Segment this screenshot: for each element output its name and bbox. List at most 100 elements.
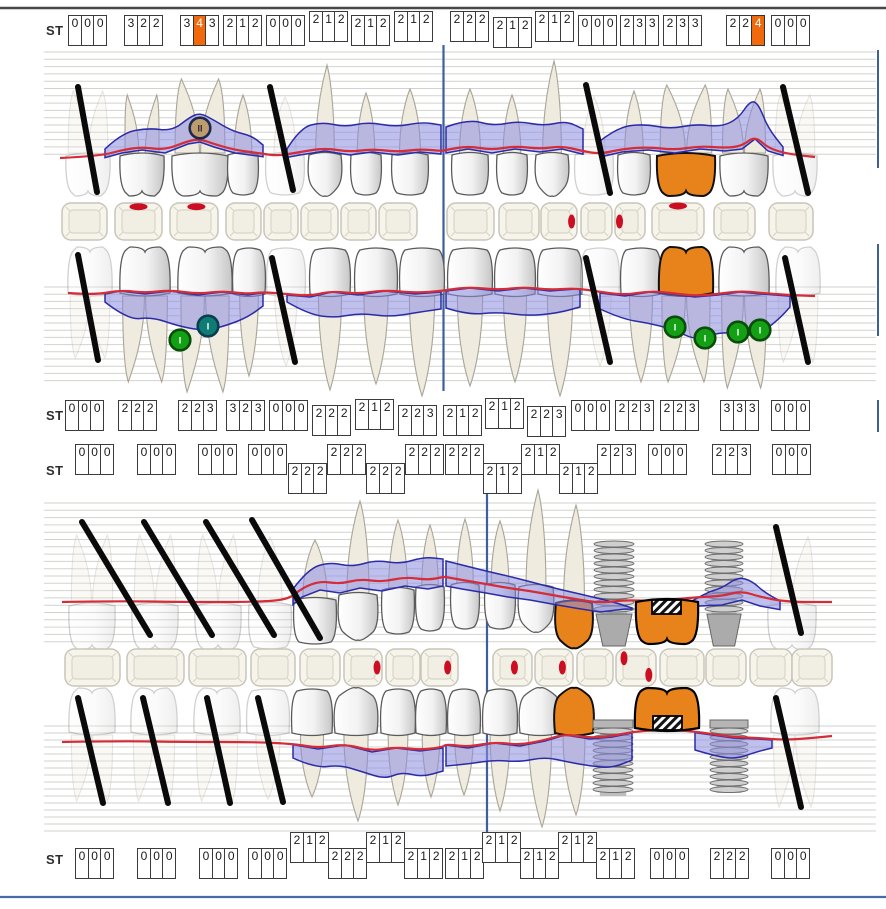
st-cell[interactable]: 3 bbox=[622, 444, 637, 475]
st-cell[interactable]: 2 bbox=[429, 848, 444, 879]
st-cell[interactable]: 0 bbox=[266, 15, 280, 46]
st-cell[interactable]: 4 bbox=[751, 15, 766, 46]
st-cell[interactable]: 2 bbox=[560, 11, 575, 42]
st-cell[interactable]: 2 bbox=[376, 15, 391, 46]
occlusal-view[interactable] bbox=[749, 648, 793, 687]
occlusal-view[interactable] bbox=[385, 648, 421, 687]
st-cell[interactable]: 0 bbox=[162, 848, 177, 879]
occlusal-view[interactable] bbox=[114, 202, 163, 241]
st-cell[interactable]: 0 bbox=[90, 400, 105, 431]
st-cell[interactable]: 2 bbox=[660, 400, 674, 431]
occlusal-view[interactable] bbox=[61, 202, 108, 241]
st-cell[interactable]: 3 bbox=[423, 405, 438, 436]
st-cell[interactable]: 3 bbox=[251, 400, 266, 431]
occlusal-view[interactable] bbox=[340, 202, 377, 241]
st-cell[interactable]: 2 bbox=[508, 463, 523, 494]
st-cell[interactable]: 0 bbox=[224, 848, 239, 879]
st-cell[interactable]: 2 bbox=[398, 405, 412, 436]
st-cell[interactable]: 0 bbox=[162, 444, 177, 475]
occlusal-view[interactable] bbox=[768, 202, 814, 241]
st-cell[interactable]: 2 bbox=[313, 463, 328, 494]
implant-fixture[interactable] bbox=[593, 540, 635, 647]
st-cell[interactable]: 0 bbox=[771, 400, 785, 431]
st-cell[interactable]: 2 bbox=[735, 848, 750, 879]
occlusal-view[interactable] bbox=[126, 648, 185, 687]
st-cell[interactable]: 3 bbox=[552, 406, 567, 437]
st-cell[interactable]: 3 bbox=[203, 400, 218, 431]
tooth-missing-ghost[interactable] bbox=[767, 535, 817, 651]
occlusal-view[interactable] bbox=[300, 202, 339, 241]
occlusal-view[interactable] bbox=[250, 648, 296, 687]
st-cell[interactable]: 3 bbox=[205, 15, 220, 46]
st-cell[interactable]: 0 bbox=[294, 400, 309, 431]
st-cell[interactable]: 2 bbox=[430, 444, 445, 475]
occlusal-view[interactable] bbox=[188, 648, 247, 687]
st-cell[interactable]: 0 bbox=[596, 400, 611, 431]
occlusal-view[interactable] bbox=[705, 648, 747, 687]
tooth[interactable] bbox=[308, 247, 352, 392]
occlusal-view[interactable] bbox=[713, 202, 756, 241]
st-cell[interactable]: 0 bbox=[100, 848, 115, 879]
st-cell[interactable]: 0 bbox=[603, 15, 618, 46]
occlusal-view[interactable] bbox=[225, 202, 262, 241]
st-cell[interactable]: 0 bbox=[291, 15, 306, 46]
tooth-missing-ghost[interactable] bbox=[770, 687, 820, 809]
occlusal-view[interactable] bbox=[343, 648, 383, 687]
tooth-missing-ghost[interactable] bbox=[194, 533, 242, 651]
occlusal-view[interactable] bbox=[169, 202, 219, 241]
st-cell[interactable]: 2 bbox=[353, 848, 368, 879]
st-cell[interactable]: 2 bbox=[470, 848, 485, 879]
st-cell[interactable]: 0 bbox=[673, 444, 688, 475]
occlusal-view[interactable] bbox=[299, 648, 341, 687]
st-cell[interactable]: 2 bbox=[475, 11, 490, 42]
st-cell[interactable]: 2 bbox=[468, 405, 483, 436]
st-cell[interactable]: 0 bbox=[100, 444, 115, 475]
st-cell[interactable]: 2 bbox=[337, 405, 352, 436]
occlusal-view[interactable] bbox=[492, 648, 533, 687]
st-cell[interactable]: 2 bbox=[149, 15, 164, 46]
st-cell[interactable]: 2 bbox=[621, 848, 636, 879]
occlusal-view[interactable] bbox=[498, 202, 540, 241]
tooth[interactable] bbox=[536, 247, 584, 398]
occlusal-view[interactable] bbox=[420, 648, 459, 687]
st-cell[interactable]: 0 bbox=[273, 444, 288, 475]
occlusal-view[interactable] bbox=[659, 648, 705, 687]
pontic-crown[interactable] bbox=[633, 686, 701, 733]
st-cell[interactable]: 3 bbox=[688, 15, 703, 46]
st-cell[interactable]: 0 bbox=[675, 848, 690, 879]
tooth[interactable] bbox=[398, 247, 446, 398]
occlusal-view[interactable] bbox=[576, 648, 614, 687]
st-cell[interactable]: 0 bbox=[273, 848, 288, 879]
st-cell[interactable]: 2 bbox=[315, 832, 330, 863]
st-cell[interactable]: 0 bbox=[93, 15, 108, 46]
st-cell[interactable]: 0 bbox=[149, 444, 164, 475]
tooth-missing-ghost[interactable] bbox=[65, 89, 111, 197]
occlusal-view[interactable] bbox=[580, 202, 613, 241]
st-cell[interactable]: 2 bbox=[545, 848, 560, 879]
st-cell[interactable]: 3 bbox=[745, 400, 760, 431]
st-cell[interactable]: 2 bbox=[596, 848, 610, 879]
st-cell[interactable]: 3 bbox=[737, 444, 752, 475]
occlusal-view[interactable] bbox=[378, 202, 418, 241]
st-cell[interactable]: 2 bbox=[510, 398, 525, 429]
st-cell[interactable]: 2 bbox=[312, 405, 326, 436]
st-cell[interactable]: 2 bbox=[334, 11, 349, 42]
st-cell[interactable]: 2 bbox=[518, 17, 533, 48]
st-cell[interactable]: 2 bbox=[391, 832, 406, 863]
st-cell[interactable]: 2 bbox=[470, 444, 485, 475]
occlusal-view[interactable] bbox=[64, 648, 121, 687]
st-cell[interactable]: 2 bbox=[352, 444, 367, 475]
st-cell[interactable]: 2 bbox=[584, 463, 599, 494]
pontic-crown[interactable] bbox=[634, 597, 700, 646]
occlusal-view[interactable] bbox=[615, 648, 657, 687]
st-cell[interactable]: 2 bbox=[143, 400, 158, 431]
st-cell[interactable]: 2 bbox=[482, 832, 496, 863]
st-cell[interactable]: 0 bbox=[797, 444, 812, 475]
occlusal-view[interactable] bbox=[446, 202, 495, 241]
st-cell[interactable]: 2 bbox=[380, 399, 395, 430]
occlusal-view[interactable] bbox=[540, 202, 578, 241]
tooth[interactable] bbox=[493, 247, 537, 384]
st-cell[interactable]: 2 bbox=[419, 11, 434, 42]
st-cell[interactable]: 3 bbox=[645, 15, 660, 46]
st-cell[interactable]: 3 bbox=[640, 400, 655, 431]
